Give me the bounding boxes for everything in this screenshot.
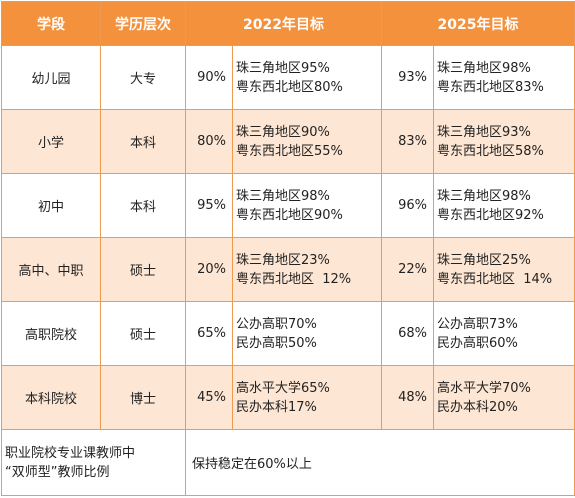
table-row: 高中、中职 硕士 20% 珠三角地区23% 粤东西北地区 12% 22% 珠三角地… — [1, 237, 575, 302]
stage-cell: 高职院校 — [1, 301, 101, 366]
stage-cell: 本科院校 — [1, 365, 101, 430]
detail-2025-cell: 珠三角地区98% 粤东西北地区92% — [433, 173, 575, 238]
detail-line: 民办高职50% — [236, 335, 317, 351]
percent-2022-cell: 90% — [185, 45, 233, 110]
percent-2025-cell: 96% — [381, 173, 434, 238]
header-target-2025: 2025年目标 — [381, 1, 575, 46]
detail-line: 粤东西北地区 12% — [236, 271, 352, 287]
table-row: 小学 本科 80% 珠三角地区90% 粤东西北地区55% 83% 珠三角地区93%… — [1, 109, 575, 174]
percent-2025-cell: 22% — [381, 237, 434, 302]
table-row: 本科院校 博士 45% 高水平大学65% 民办本科17% 48% 高水平大学70%… — [1, 365, 575, 430]
detail-2025-cell: 珠三角地区98% 粤东西北地区83% — [433, 45, 575, 110]
detail-line: 粤东西北地区 14% — [437, 271, 553, 287]
detail-line: 民办高职60% — [437, 335, 518, 351]
header-row: 学段 学历层次 2022年目标 2025年目标 — [1, 1, 575, 46]
detail-line: 珠三角地区98% — [236, 188, 330, 204]
detail-2022-cell: 公办高职70% 民办高职50% — [232, 301, 382, 366]
table-row: 高职院校 硕士 65% 公办高职70% 民办高职50% 68% 公办高职73% 民办… — [1, 301, 575, 366]
detail-line: 民办本科20% — [437, 399, 518, 415]
table-row: 初中 本科 95% 珠三角地区98% 粤东西北地区90% 96% 珠三角地区98%… — [1, 173, 575, 238]
detail-2022-cell: 珠三角地区95% 粤东西北地区80% — [232, 45, 382, 110]
detail-line: 珠三角地区98% — [437, 60, 531, 76]
detail-line: 珠三角地区95% — [236, 60, 330, 76]
header-target-2022: 2022年目标 — [185, 1, 382, 46]
detail-2022-cell: 珠三角地区98% 粤东西北地区90% — [232, 173, 382, 238]
stage-cell: 高中、中职 — [1, 237, 101, 302]
detail-line: 珠三角地区90% — [236, 124, 330, 140]
footer-value-cell: 保持稳定在60%以上 — [185, 429, 575, 496]
detail-line: 粤东西北地区90% — [236, 207, 343, 223]
percent-2022-cell: 80% — [185, 109, 233, 174]
header-degree: 学历层次 — [100, 1, 186, 46]
stage-cell: 小学 — [1, 109, 101, 174]
detail-line: 高水平大学70% — [437, 380, 531, 396]
degree-cell: 本科 — [100, 173, 186, 238]
detail-line: 粤东西北地区58% — [437, 143, 544, 159]
percent-2022-cell: 65% — [185, 301, 233, 366]
detail-line: 粤东西北地区83% — [437, 79, 544, 95]
footer-label-cell: 职业院校专业课教师中 “双师型”教师比例 — [1, 429, 186, 496]
degree-cell: 硕士 — [100, 237, 186, 302]
percent-2025-cell: 48% — [381, 365, 434, 430]
degree-cell: 硕士 — [100, 301, 186, 366]
percent-2022-cell: 45% — [185, 365, 233, 430]
detail-line: 珠三角地区98% — [437, 188, 531, 204]
detail-line: 粤东西北地区80% — [236, 79, 343, 95]
header-stage: 学段 — [1, 1, 101, 46]
detail-2025-cell: 珠三角地区93% 粤东西北地区58% — [433, 109, 575, 174]
detail-line: 珠三角地区93% — [437, 124, 531, 140]
detail-2022-cell: 高水平大学65% 民办本科17% — [232, 365, 382, 430]
detail-2022-cell: 珠三角地区23% 粤东西北地区 12% — [232, 237, 382, 302]
percent-2022-cell: 20% — [185, 237, 233, 302]
footer-label-line: “双师型”教师比例 — [5, 464, 110, 480]
stage-cell: 幼儿园 — [1, 45, 101, 110]
degree-cell: 大专 — [100, 45, 186, 110]
detail-line: 珠三角地区23% — [236, 252, 330, 268]
percent-2025-cell: 68% — [381, 301, 434, 366]
detail-line: 高水平大学65% — [236, 380, 330, 396]
percent-2022-cell: 95% — [185, 173, 233, 238]
detail-2025-cell: 公办高职73% 民办高职60% — [433, 301, 575, 366]
detail-line: 粤东西北地区55% — [236, 143, 343, 159]
detail-line: 珠三角地区25% — [437, 252, 531, 268]
footer-label-line: 职业院校专业课教师中 — [5, 445, 136, 461]
detail-2025-cell: 高水平大学70% 民办本科20% — [433, 365, 575, 430]
detail-line: 粤东西北地区92% — [437, 207, 544, 223]
detail-line: 公办高职73% — [437, 316, 518, 332]
detail-line: 公办高职70% — [236, 316, 317, 332]
stage-cell: 初中 — [1, 173, 101, 238]
detail-line: 民办本科17% — [236, 399, 317, 415]
percent-2025-cell: 93% — [381, 45, 434, 110]
detail-2022-cell: 珠三角地区90% 粤东西北地区55% — [232, 109, 382, 174]
footer-row: 职业院校专业课教师中 “双师型”教师比例 保持稳定在60%以上 — [1, 429, 575, 496]
percent-2025-cell: 83% — [381, 109, 434, 174]
detail-2025-cell: 珠三角地区25% 粤东西北地区 14% — [433, 237, 575, 302]
degree-cell: 本科 — [100, 109, 186, 174]
table-row: 幼儿园 大专 90% 珠三角地区95% 粤东西北地区80% 93% 珠三角地区98… — [1, 45, 575, 110]
degree-cell: 博士 — [100, 365, 186, 430]
